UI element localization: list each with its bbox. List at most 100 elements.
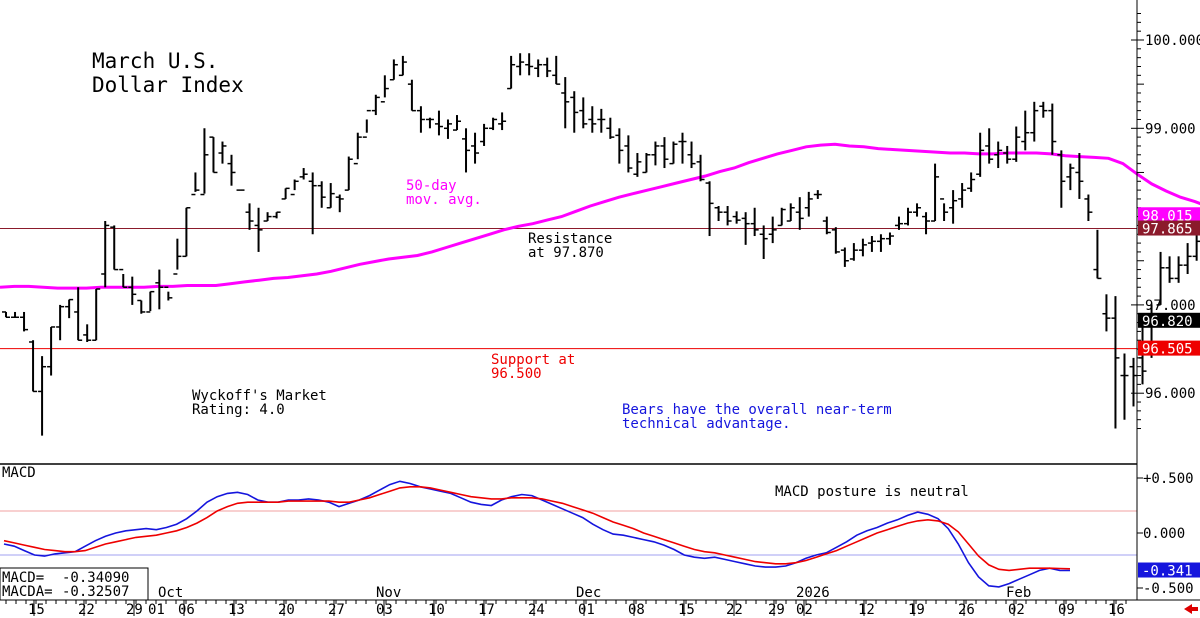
ma-value-box xyxy=(1138,207,1200,223)
date-tick-label: 01 xyxy=(578,602,595,618)
price-bar xyxy=(1012,126,1021,162)
price-bar xyxy=(660,137,669,169)
price-bar xyxy=(633,153,642,177)
date-tick-label: 10 xyxy=(428,602,445,618)
price-bar xyxy=(931,163,940,222)
price-bar xyxy=(290,179,299,196)
price-bar xyxy=(155,269,164,310)
price-bar xyxy=(191,172,200,196)
date-tick-label: 06 xyxy=(178,602,195,618)
macd-tick-label: -0.500 xyxy=(1143,581,1194,597)
price-bar xyxy=(714,206,723,222)
price-bar xyxy=(561,77,570,129)
price-bar xyxy=(1156,251,1165,306)
date-tick-label: 16 xyxy=(1108,602,1125,618)
support-label: Support at 96.500 xyxy=(491,352,575,382)
price-bar xyxy=(579,97,588,129)
price-bar xyxy=(849,243,858,261)
price-bar xyxy=(56,304,65,341)
price-bar xyxy=(1030,101,1039,142)
price-bar xyxy=(958,183,967,208)
price-bar xyxy=(1084,194,1093,222)
price-bar xyxy=(137,299,146,314)
resistance-value-box xyxy=(1138,220,1200,236)
price-bar xyxy=(804,191,813,217)
price-bars-layer xyxy=(2,53,1200,436)
price-bar xyxy=(119,268,128,288)
date-tick-label: 03 xyxy=(376,602,393,618)
price-bar xyxy=(371,94,380,116)
price-bar xyxy=(1003,145,1012,164)
resistance-label: Resistance at 97.870 xyxy=(528,231,612,261)
price-bar xyxy=(651,141,660,166)
macd-readout-value: -0.34090 xyxy=(62,570,129,586)
date-tick-label: 22 xyxy=(726,602,743,618)
price-bar xyxy=(92,288,101,341)
macda-readout-value: -0.32507 xyxy=(62,584,129,600)
price-bar xyxy=(813,190,822,199)
price-bar xyxy=(940,198,949,222)
macd-posture-label: MACD posture is neutral xyxy=(775,484,969,500)
price-bar xyxy=(380,75,389,103)
price-bar xyxy=(29,340,38,393)
moving-average-line xyxy=(0,142,1200,290)
date-tick-label: 26 xyxy=(958,602,975,618)
market-rating: Wyckoff's Market Rating: 4.0 xyxy=(192,388,327,418)
price-bar xyxy=(299,168,308,180)
price-bar xyxy=(525,53,534,76)
date-tick-label: 15 xyxy=(678,602,695,618)
macda-readout-label: MACDA= xyxy=(2,584,53,600)
date-tick-label: 12 xyxy=(858,602,875,618)
price-bar xyxy=(453,115,461,131)
date-tick-label: 24 xyxy=(528,602,545,618)
price-bar xyxy=(1093,229,1102,280)
price-bar xyxy=(985,128,994,164)
price-bar xyxy=(425,117,434,129)
price-bar xyxy=(615,128,624,164)
price-bar xyxy=(272,211,281,219)
price-bar xyxy=(723,206,732,226)
price-bar xyxy=(570,91,579,133)
price-bar xyxy=(11,311,20,319)
scroll-left-arrow-icon[interactable] xyxy=(1184,604,1198,614)
date-tick-label: 02 xyxy=(796,602,813,618)
price-bar xyxy=(1039,101,1048,118)
price-bar xyxy=(263,212,272,222)
price-bar xyxy=(669,141,678,165)
price-bar xyxy=(65,298,74,319)
price-bar xyxy=(1129,357,1138,407)
price-bar xyxy=(732,211,741,224)
price-bar xyxy=(994,141,1003,169)
price-bar xyxy=(597,108,606,133)
month-label: Dec xyxy=(576,585,601,601)
chart-title: March U.S. Dollar Index xyxy=(92,49,244,97)
price-bar xyxy=(1174,256,1183,283)
price-bar xyxy=(976,132,985,177)
price-bar xyxy=(218,141,227,164)
price-bar xyxy=(1066,163,1075,191)
price-bar xyxy=(480,123,489,146)
price-bar xyxy=(353,132,362,165)
price-bar xyxy=(489,117,498,131)
price-bar xyxy=(407,79,416,112)
date-tick-label: 02 xyxy=(1008,602,1025,618)
price-bar xyxy=(317,181,326,208)
price-bar xyxy=(182,207,191,258)
price-bar xyxy=(949,190,958,224)
price-bar xyxy=(858,238,867,257)
price-bar xyxy=(967,172,976,192)
price-bar xyxy=(110,225,119,271)
price-bar xyxy=(922,212,931,235)
month-label: Feb xyxy=(1006,585,1031,601)
price-bar xyxy=(624,135,633,173)
price-bar xyxy=(281,187,290,200)
macd-readout-label: MACD= xyxy=(2,570,44,586)
price-bar xyxy=(245,203,254,230)
price-bar xyxy=(876,234,885,252)
price-bar xyxy=(1111,296,1120,429)
price-bar xyxy=(498,112,507,131)
month-label: Oct xyxy=(158,585,183,601)
price-tick-label: 96.000 xyxy=(1145,386,1196,402)
date-tick-label: 29 xyxy=(768,602,785,618)
